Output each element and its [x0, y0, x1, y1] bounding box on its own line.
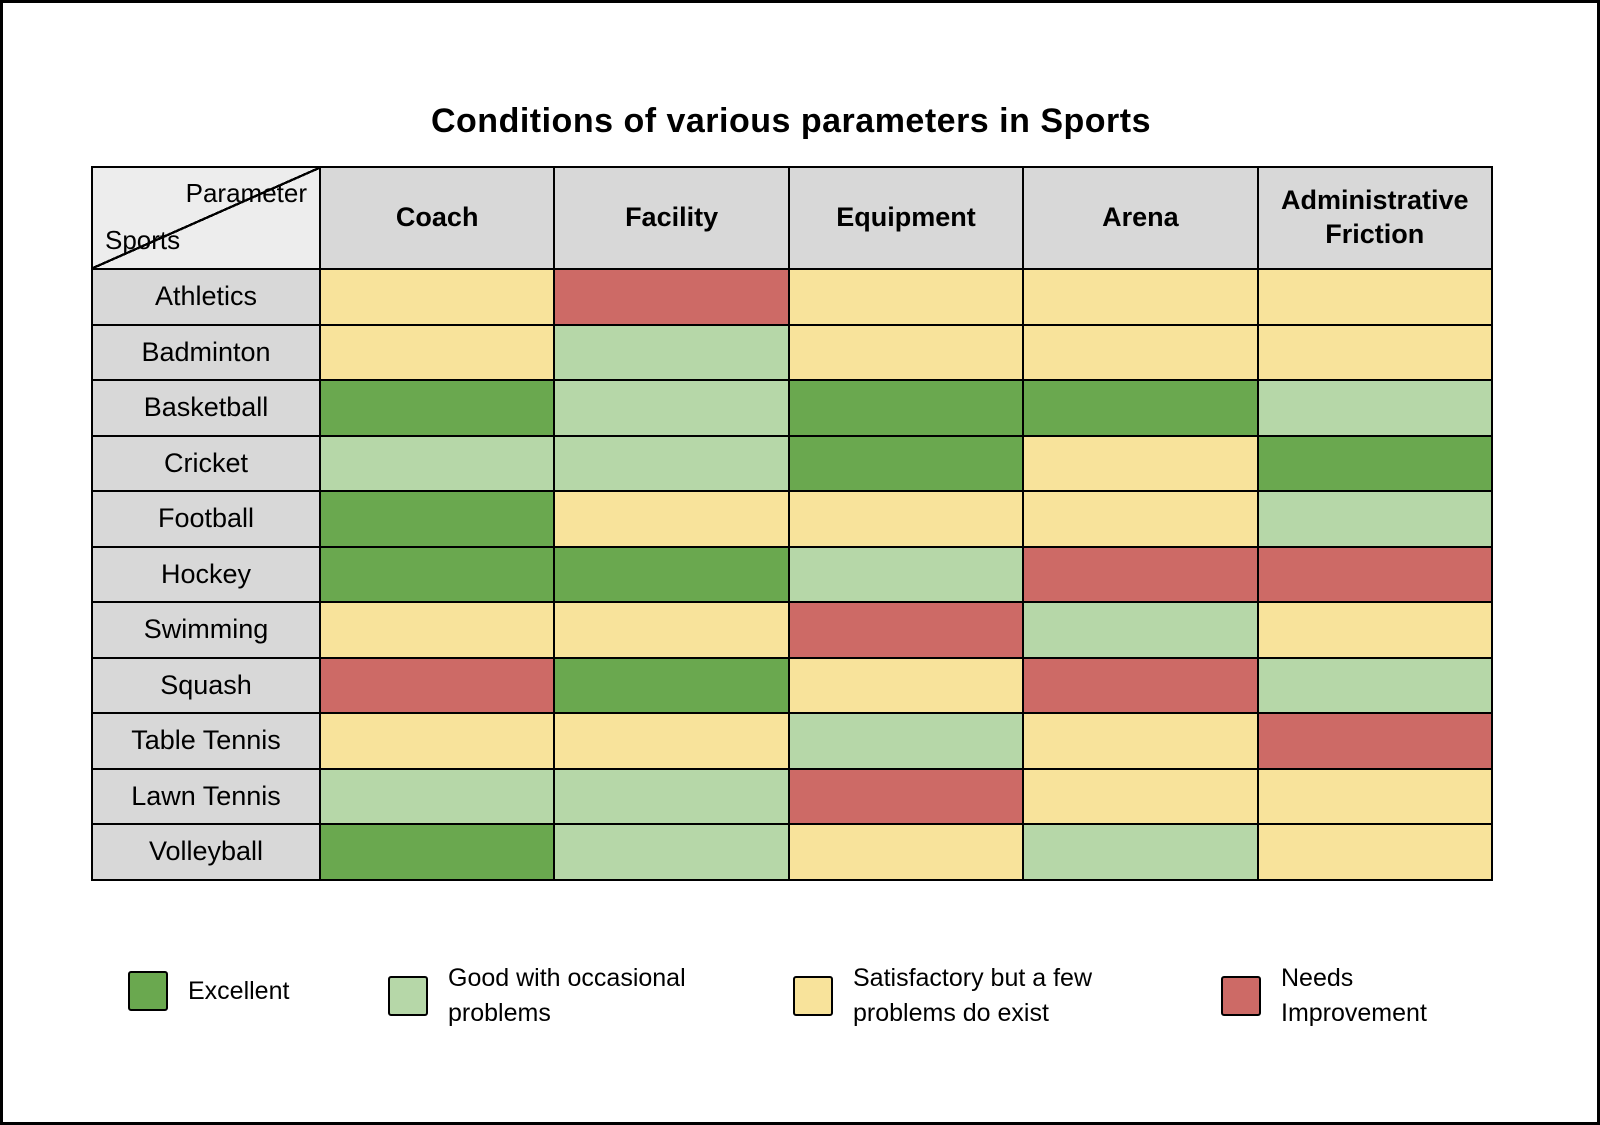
heatmap-cell	[1257, 713, 1492, 769]
heatmap-cell	[788, 435, 1024, 491]
heatmap-cell	[1257, 491, 1492, 547]
heatmap-cell	[554, 824, 789, 880]
heatmap-cell	[320, 824, 555, 880]
page-title: Conditions of various parameters in Spor…	[430, 101, 1151, 140]
legend-label: Good with occasional problems	[448, 964, 686, 1027]
row-header-football: Football	[92, 491, 320, 547]
legend-swatch-good	[388, 975, 428, 1016]
heatmap-cell	[554, 657, 789, 713]
corner-sports-label: Sports	[105, 225, 181, 255]
heatmap-cell	[320, 269, 555, 325]
heatmap-cell	[554, 602, 789, 658]
legend-swatch-satisfactory	[793, 975, 833, 1016]
row-header-lawn-tennis: Lawn Tennis	[92, 768, 320, 824]
heatmap-cell	[1023, 546, 1258, 602]
row-header-badminton: Badminton	[92, 324, 320, 380]
legend-item-excellent: Excellent	[128, 971, 289, 1011]
heatmap-cell	[554, 380, 789, 436]
legend-swatch-needs-improvement	[1221, 975, 1261, 1016]
heatmap-cell	[554, 491, 789, 547]
heatmap-cell	[1257, 657, 1492, 713]
heatmap-cell	[320, 768, 555, 824]
heatmap-cell	[788, 380, 1024, 436]
heatmap-cell	[1257, 380, 1492, 436]
heatmap-cell	[320, 713, 555, 769]
conditions-table: Parameter Sports Coach Facility Equipmen…	[91, 166, 1493, 881]
heatmap-cell	[1023, 824, 1258, 880]
row-header-cricket: Cricket	[92, 435, 320, 491]
row-header-squash: Squash	[92, 657, 320, 713]
heatmap-cell	[554, 713, 789, 769]
heatmap-cell	[320, 380, 555, 436]
heatmap-cell	[1023, 269, 1258, 325]
heatmap-cell	[1023, 380, 1258, 436]
row-header-table-tennis: Table Tennis	[92, 713, 320, 769]
row-header-basketball: Basketball	[92, 380, 320, 436]
row-header-swimming: Swimming	[92, 602, 320, 658]
heatmap-cell	[554, 324, 789, 380]
legend-item-satisfactory: Satisfactory but a few problems do exist	[793, 961, 1153, 1030]
heatmap-cell	[788, 657, 1024, 713]
heatmap-cell	[320, 657, 555, 713]
heatmap-cell	[788, 491, 1024, 547]
legend-label: Needs Improvement	[1281, 964, 1427, 1027]
column-header-coach: Coach	[320, 167, 555, 269]
heatmap-cell	[1023, 602, 1258, 658]
heatmap-cell	[320, 324, 555, 380]
row-header-hockey: Hockey	[92, 546, 320, 602]
heatmap-cell	[554, 768, 789, 824]
legend-label: Excellent	[188, 976, 290, 1005]
heatmap-cell	[1257, 602, 1492, 658]
legend-label: Satisfactory but a few problems do exist	[853, 964, 1093, 1027]
heatmap-cell	[788, 602, 1024, 658]
row-header-volleyball: Volleyball	[92, 824, 320, 880]
heatmap-cell	[1257, 269, 1492, 325]
heatmap-cell	[1023, 713, 1258, 769]
heatmap-cell	[320, 435, 555, 491]
heatmap-cell	[1257, 824, 1492, 880]
column-header-administrative-friction: Administrative Friction	[1257, 167, 1492, 269]
heatmap-cell	[554, 546, 789, 602]
heatmap-cell	[1023, 324, 1258, 380]
heatmap-cell	[320, 491, 555, 547]
column-header-equipment: Equipment	[788, 167, 1024, 269]
heatmap-cell	[1023, 435, 1258, 491]
heatmap-cell	[1257, 768, 1492, 824]
heatmap-cell	[788, 546, 1024, 602]
heatmap-cell	[554, 269, 789, 325]
row-header-athletics: Athletics	[92, 269, 320, 325]
heatmap-cell	[788, 324, 1024, 380]
heatmap-cell	[788, 269, 1024, 325]
corner-parameter-label: Parameter	[185, 178, 307, 208]
heatmap-cell	[1257, 546, 1492, 602]
column-header-facility: Facility	[554, 167, 789, 269]
heatmap-cell	[788, 824, 1024, 880]
heatmap-cell	[1023, 768, 1258, 824]
legend-swatch-excellent	[128, 971, 168, 1011]
legend-item-needs-improvement: Needs Improvement	[1221, 961, 1481, 1030]
heatmap-cell	[1257, 324, 1492, 380]
heatmap-cell	[1257, 435, 1492, 491]
legend-item-good: Good with occasional problems	[388, 961, 733, 1030]
heatmap-cell	[320, 602, 555, 658]
heatmap-cell	[320, 546, 555, 602]
heatmap-cell	[788, 713, 1024, 769]
corner-cell: Parameter Sports	[92, 167, 320, 269]
heatmap-cell	[1023, 491, 1258, 547]
heatmap-cell	[554, 435, 789, 491]
heatmap-cell	[1023, 657, 1258, 713]
column-header-arena: Arena	[1023, 167, 1258, 269]
heatmap-cell	[788, 768, 1024, 824]
